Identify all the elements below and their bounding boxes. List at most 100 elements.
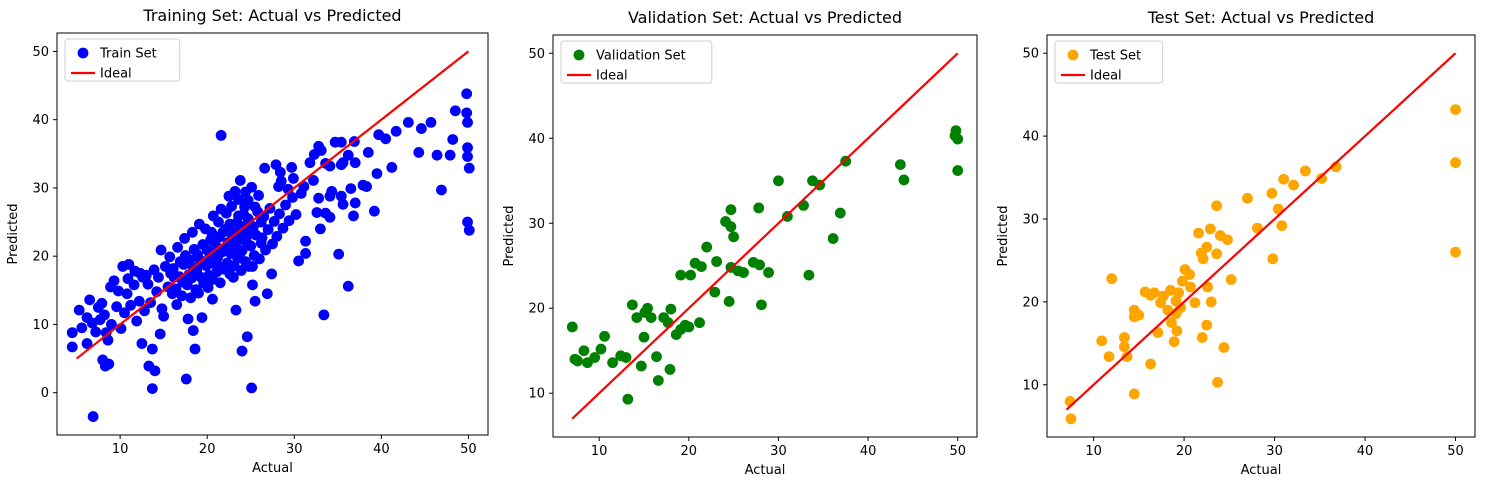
- scatter-point: [701, 241, 713, 253]
- legend-box: [1054, 40, 1164, 84]
- scatter-point: [271, 230, 283, 242]
- scatter-point: [66, 341, 78, 353]
- scatter-point: [293, 255, 305, 267]
- scatter-point: [260, 244, 271, 256]
- scatter-point: [723, 296, 735, 307]
- scatter-point: [246, 181, 258, 193]
- scatter-point: [638, 331, 650, 343]
- scatter-point: [1118, 332, 1130, 343]
- scatter-point: [1185, 281, 1196, 293]
- scatter-point: [725, 204, 737, 216]
- scatter-point: [186, 272, 197, 284]
- scatter-point: [287, 172, 299, 184]
- legend-marker-dot: [573, 49, 585, 61]
- scatter-point: [313, 192, 325, 204]
- y-tick-label: 20: [32, 250, 49, 265]
- scatter-point: [246, 382, 258, 394]
- scatter-point: [236, 345, 248, 357]
- scatter-point: [112, 285, 124, 297]
- scatter-point: [753, 202, 765, 214]
- scatter-point: [146, 383, 158, 394]
- scatter-point: [99, 309, 110, 321]
- scatter-point: [300, 235, 311, 247]
- scatter-point: [665, 303, 677, 315]
- y-tick-label: 30: [32, 181, 49, 196]
- y-tick-label: 50: [1022, 47, 1039, 62]
- scatter-point: [461, 107, 473, 119]
- scatter-point: [229, 185, 241, 197]
- scatter-point: [402, 117, 414, 128]
- scatter-point: [214, 277, 226, 289]
- scatter-point: [261, 288, 273, 300]
- training-plot: 10 20 30 40 50 0 10 20 30 40 50 Training Set: Actua…: [6, 6, 489, 476]
- scatter-point: [1222, 234, 1233, 246]
- scatter-point: [249, 295, 261, 307]
- scatter-point: [337, 157, 349, 169]
- scatter-point: [280, 199, 291, 211]
- scatter-point: [449, 105, 461, 117]
- scatter-point: [447, 134, 459, 145]
- scatter-point: [664, 364, 676, 375]
- scatter-point: [106, 319, 117, 330]
- scatter-point: [952, 165, 964, 176]
- x-tick-label: 10: [1085, 444, 1102, 459]
- ideal-line: [1065, 52, 1457, 411]
- x-tick-label: 30: [286, 442, 303, 457]
- scatter-point: [1166, 317, 1177, 329]
- scatter-point: [184, 254, 196, 265]
- scatter-point: [1211, 200, 1223, 212]
- scatter-point: [1184, 269, 1195, 280]
- y-tick-label: 20: [1022, 295, 1039, 310]
- legend: Test Set Ideal: [1054, 40, 1164, 84]
- scatter-point: [342, 280, 354, 292]
- x-axis-label: Actual: [745, 463, 786, 478]
- scatter-point: [1065, 413, 1077, 425]
- x-tick-label: 40: [860, 444, 877, 459]
- legend-label: Validation Set: [596, 49, 686, 64]
- legend-label: Test Set: [1089, 49, 1141, 64]
- scatter-point: [342, 149, 354, 161]
- scatter-point: [685, 269, 696, 281]
- scatter-point: [607, 357, 619, 369]
- x-tick-label: 30: [1266, 444, 1283, 459]
- scatter-point: [87, 411, 99, 422]
- x-axis-label: Actual: [252, 461, 293, 476]
- scatter-point: [337, 198, 349, 210]
- scatter-point: [1168, 336, 1180, 348]
- scatter-point: [242, 228, 254, 240]
- scatter-point: [595, 343, 607, 355]
- scatter-point: [1171, 325, 1183, 337]
- scatter-point: [1450, 104, 1461, 115]
- x-tick-label: 10: [591, 444, 608, 459]
- scatter-point: [386, 162, 398, 173]
- scatter-point: [172, 241, 183, 253]
- scatter-point: [436, 184, 447, 196]
- scatter-point: [645, 312, 657, 323]
- x-tick-label: 40: [373, 442, 390, 457]
- legend-marker-dot: [1067, 49, 1079, 61]
- scatter-point: [711, 256, 722, 267]
- scatter-point: [950, 125, 962, 137]
- scatter-point: [1316, 172, 1328, 184]
- scatter-point: [1225, 274, 1237, 285]
- scatter-point: [1175, 302, 1186, 314]
- legend-label: Ideal: [1090, 69, 1122, 84]
- x-tick-label: 20: [1176, 444, 1193, 459]
- scatter-point: [314, 223, 326, 235]
- scatter-point: [1242, 192, 1253, 204]
- scatter-point: [898, 174, 910, 186]
- scatter-point: [287, 192, 298, 203]
- y-tick-label: 30: [1022, 213, 1039, 228]
- legend-label: Ideal: [100, 67, 132, 82]
- scatter-point: [262, 224, 274, 235]
- scatter-point: [1276, 220, 1288, 232]
- scatter-point: [462, 216, 473, 228]
- scatter-point: [1157, 290, 1169, 302]
- scatter-point: [1197, 253, 1209, 265]
- scatter-point: [133, 295, 145, 307]
- scatter-point: [709, 286, 721, 298]
- scatter-point: [675, 269, 687, 281]
- x-tick-label: 50: [460, 442, 477, 457]
